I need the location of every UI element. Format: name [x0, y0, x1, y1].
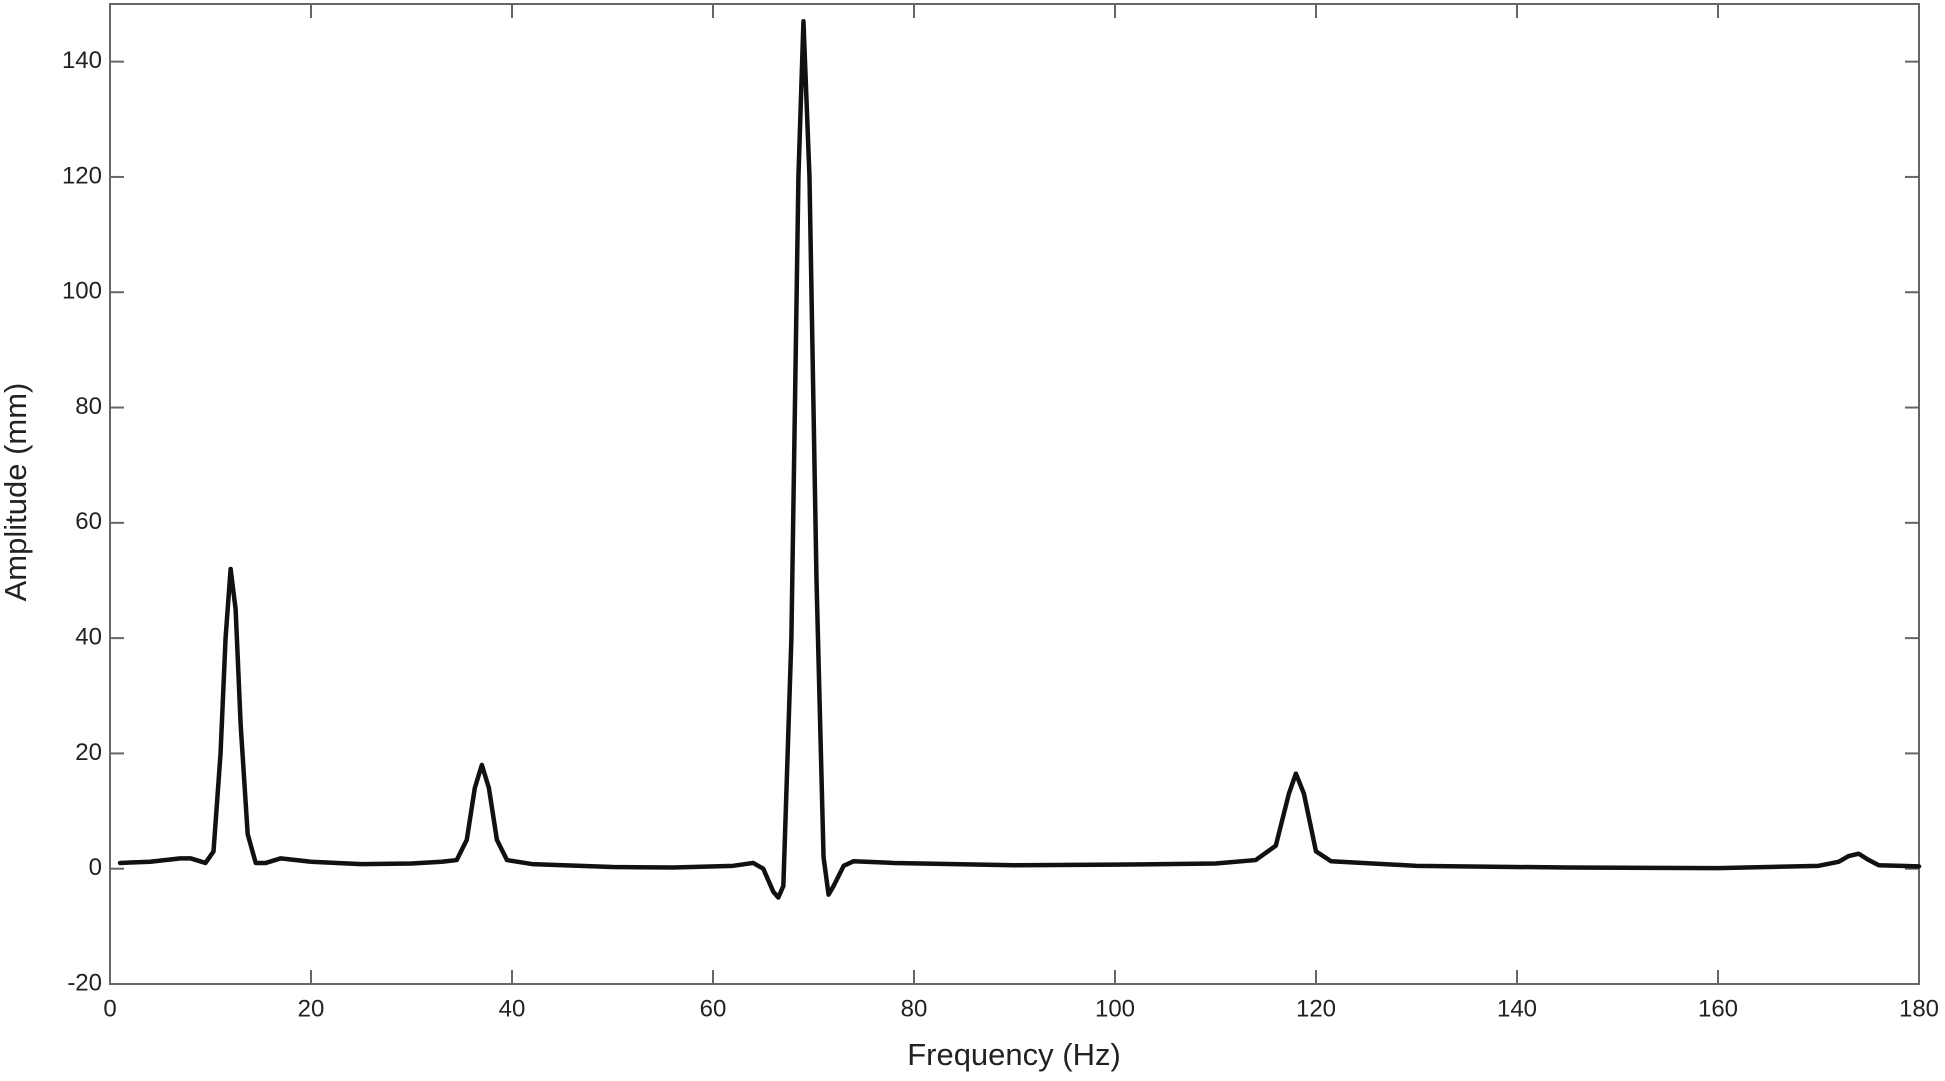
x-tick-label: 100	[1095, 995, 1135, 1022]
x-tick-label: 180	[1899, 995, 1939, 1022]
y-tick-label: 80	[75, 393, 102, 420]
plot-frame	[109, 3, 1920, 985]
x-tick-label: 140	[1497, 995, 1537, 1022]
y-tick-label: 20	[75, 739, 102, 766]
y-tick-label: 100	[62, 278, 102, 305]
x-tick-label: 80	[901, 995, 928, 1022]
x-tick-label: 40	[499, 995, 526, 1022]
x-tick-label: 20	[298, 995, 325, 1022]
x-tick-label: 160	[1698, 995, 1738, 1022]
x-tick-label: 0	[103, 995, 116, 1022]
x-tick-label: 120	[1296, 995, 1336, 1022]
x-tick-label: 60	[700, 995, 727, 1022]
y-axis-label: Amplitude (mm)	[0, 383, 33, 602]
y-tick-label: 0	[89, 854, 102, 881]
y-tick-label: 40	[75, 623, 102, 650]
y-tick-label: 140	[62, 47, 102, 74]
x-axis-label: Frequency (Hz)	[907, 1037, 1121, 1072]
y-tick-label: 60	[75, 508, 102, 535]
y-tick-label: 120	[62, 162, 102, 189]
y-tick-label: -20	[67, 969, 102, 996]
data-line	[117, 19, 1922, 900]
